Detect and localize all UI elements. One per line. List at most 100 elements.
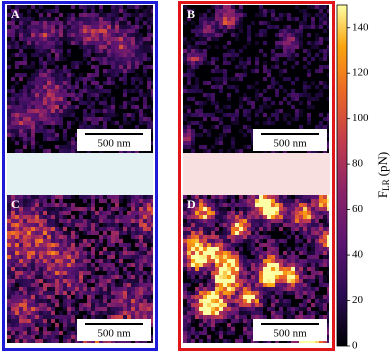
pixel (67, 323, 71, 327)
pixel (211, 243, 215, 247)
pixel (319, 275, 323, 279)
tick-label: 20 (352, 294, 364, 306)
pixel (219, 255, 223, 259)
pixel (63, 203, 67, 207)
pixel (47, 315, 51, 319)
pixel (147, 195, 151, 199)
pixel (279, 101, 283, 105)
pixel (11, 133, 15, 137)
pixel (7, 271, 11, 275)
pixel (107, 81, 111, 85)
pixel (207, 45, 211, 49)
pixel (7, 25, 11, 29)
pixel (107, 207, 111, 211)
pixel (111, 279, 115, 283)
pixel (103, 57, 107, 61)
pixel (219, 33, 223, 37)
pixel (51, 271, 55, 275)
pixel (31, 243, 35, 247)
pixel (327, 327, 331, 331)
pixel (295, 307, 299, 311)
pixel (11, 315, 15, 319)
pixel (87, 73, 91, 77)
pixel (147, 291, 151, 295)
pixel (183, 41, 187, 45)
pixel (299, 113, 303, 117)
pixel (143, 65, 147, 69)
pixel (259, 283, 263, 287)
pixel (247, 299, 251, 303)
pixel (95, 29, 99, 33)
pixel (15, 29, 19, 33)
pixel (199, 247, 203, 251)
pixel (195, 247, 199, 251)
pixel (283, 275, 287, 279)
pixel (63, 263, 67, 267)
pixel (59, 97, 63, 101)
pixel (47, 211, 51, 215)
pixel (63, 113, 67, 117)
pixel (7, 327, 11, 331)
pixel (127, 89, 131, 93)
pixel (31, 17, 35, 21)
pixel (263, 271, 267, 275)
pixel (107, 315, 111, 319)
pixel (243, 73, 247, 77)
pixel (27, 89, 31, 93)
pixel (87, 41, 91, 45)
pixel (131, 251, 135, 255)
pixel (315, 199, 319, 203)
pixel (283, 299, 287, 303)
pixel (67, 259, 71, 263)
pixel (135, 211, 139, 215)
panel-label: C (11, 197, 20, 211)
pixel (287, 29, 291, 33)
pixel (279, 45, 283, 49)
pixel (83, 275, 87, 279)
pixel (63, 77, 67, 81)
pixel (263, 227, 267, 231)
pixel (219, 195, 223, 199)
pixel (71, 283, 75, 287)
pixel (243, 223, 247, 227)
pixel (303, 299, 307, 303)
pixel (51, 129, 55, 133)
pixel (191, 223, 195, 227)
pixel (75, 37, 79, 41)
pixel (287, 215, 291, 219)
pixel (315, 239, 319, 243)
pixel (51, 81, 55, 85)
pixel (31, 65, 35, 69)
pixel (47, 61, 51, 65)
pixel (223, 61, 227, 65)
pixel (199, 235, 203, 239)
pixel (215, 247, 219, 251)
pixel (75, 295, 79, 299)
pixel (39, 101, 43, 105)
pixel (23, 89, 27, 93)
pixel (295, 287, 299, 291)
pixel (7, 319, 11, 323)
pixel (251, 101, 255, 105)
pixel (27, 109, 31, 113)
pixel (63, 287, 67, 291)
pixel (15, 319, 19, 323)
pixel (123, 37, 127, 41)
pixel (251, 21, 255, 25)
pixel (103, 53, 107, 57)
pixel (87, 117, 91, 121)
pixel (223, 331, 227, 335)
pixel (135, 57, 139, 61)
pixel (111, 65, 115, 69)
pixel (135, 65, 139, 69)
pixel (235, 211, 239, 215)
pixel (91, 29, 95, 33)
pixel (183, 129, 187, 133)
pixel (127, 271, 131, 275)
pixel (75, 77, 79, 81)
pixel (35, 109, 39, 113)
pixel (183, 243, 187, 247)
pixel (215, 267, 219, 271)
pixel (67, 327, 71, 331)
pixel (215, 251, 219, 255)
